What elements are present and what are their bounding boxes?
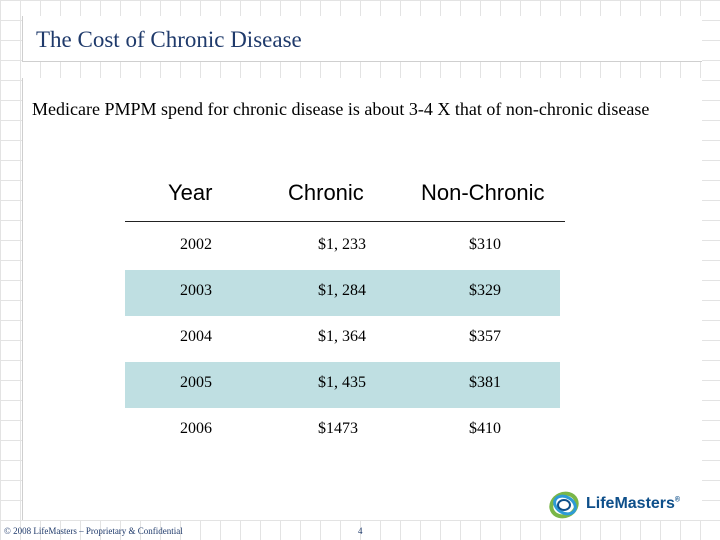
cell-non-chronic: $381 — [469, 374, 501, 391]
cell-year: 2002 — [180, 236, 212, 253]
cell-year: 2004 — [180, 328, 212, 345]
cell-chronic: $1, 284 — [318, 282, 366, 299]
header-rule — [125, 221, 565, 222]
table-row: 2003 $1, 284 $329 — [125, 270, 560, 316]
table-row: 2005 $1, 435 $381 — [125, 362, 560, 408]
lifemasters-logo: LifeMasters® — [548, 489, 708, 523]
cell-year: 2003 — [180, 282, 212, 299]
column-header-year: Year — [168, 180, 213, 205]
slide-title: The Cost of Chronic Disease — [36, 27, 302, 52]
logo-swirl-icon — [549, 491, 579, 519]
footer-copyright: © 2008 LifeMasters – Proprietary & Confi… — [4, 526, 183, 536]
table-row: 2002 $1, 233 $310 — [125, 224, 560, 270]
cell-year: 2006 — [180, 420, 212, 437]
cell-non-chronic: $357 — [469, 328, 501, 345]
cell-non-chronic: $410 — [469, 420, 501, 437]
logo-wordmark: LifeMasters® — [586, 495, 681, 512]
cell-year: 2005 — [180, 374, 212, 391]
title-bar — [22, 16, 702, 62]
cell-chronic: $1, 233 — [318, 236, 366, 253]
page-number: 4 — [358, 526, 363, 536]
column-header-chronic: Chronic — [288, 180, 364, 205]
slide-subtitle: Medicare PMPM spend for chronic disease … — [32, 99, 650, 119]
cell-non-chronic: $329 — [469, 282, 501, 299]
cell-non-chronic: $310 — [469, 236, 501, 253]
cell-chronic: $1, 435 — [318, 374, 366, 391]
table-row: 2004 $1, 364 $357 — [125, 316, 560, 362]
table-row: 2006 $1473 $410 — [125, 408, 560, 454]
column-header-non-chronic: Non-Chronic — [421, 180, 545, 205]
cell-chronic: $1, 364 — [318, 328, 366, 345]
cell-chronic: $1473 — [318, 420, 358, 437]
